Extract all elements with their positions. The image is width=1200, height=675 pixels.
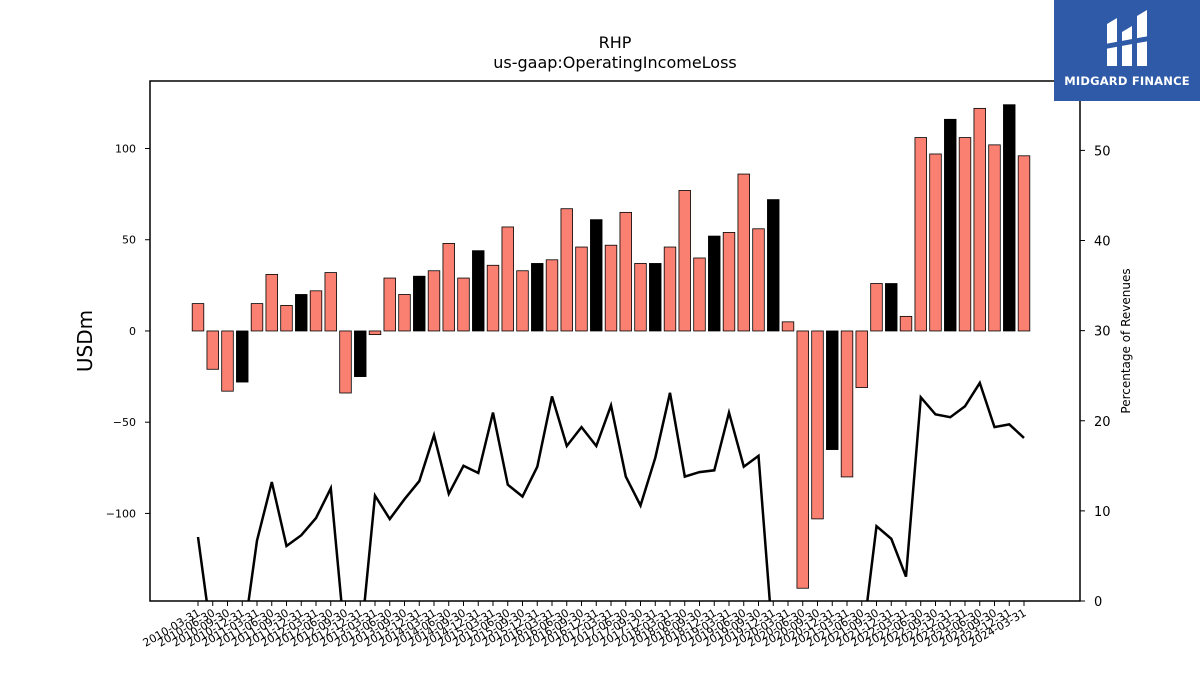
bar-2013-03-31: [368, 330, 382, 336]
bar-2010-06-30: [206, 330, 219, 370]
bar-2018-03-31: [663, 246, 677, 332]
bar-2016-12-31: [590, 219, 603, 332]
y2-tick-label: 50: [1094, 144, 1111, 159]
y-tick-label: 50: [122, 234, 136, 247]
midgard-finance-logo-icon: [1105, 10, 1149, 66]
bar-2023-03-31: [958, 137, 972, 332]
plot-area: −100−50050100010203040502010-03-312010-0…: [106, 80, 1111, 650]
bar-2015-03-31: [486, 264, 500, 332]
bar-2018-09-30: [693, 257, 706, 332]
bar-2013-06-30: [383, 277, 396, 332]
bar-2019-06-30: [737, 173, 750, 332]
bar-2010-09-30: [221, 330, 234, 392]
bar-2015-06-30: [501, 226, 514, 332]
bar-2020-12-31: [826, 330, 839, 450]
bar-2013-12-31: [413, 275, 426, 332]
bar-2022-06-30: [914, 137, 927, 332]
bar-2017-06-30: [619, 211, 632, 332]
bar-2015-09-30: [516, 270, 529, 332]
bar-2014-12-31: [472, 250, 485, 332]
brand-name: MIDGARD FINANCE: [1064, 74, 1190, 88]
bar-2017-12-31: [649, 263, 662, 332]
bar-2023-06-30: [973, 107, 986, 332]
y2-axis-label: Percentage of Revenues: [1119, 268, 1133, 413]
bar-2019-12-31: [767, 199, 780, 332]
bar-2023-12-31: [1003, 104, 1016, 332]
bar-2021-06-30: [855, 330, 868, 388]
bar-2020-09-30: [811, 330, 824, 520]
bar-2021-09-30: [870, 283, 883, 332]
plot-frame: [149, 80, 1081, 602]
bar-2011-09-30: [280, 305, 293, 332]
bar-2020-06-30: [796, 330, 809, 589]
bar-2012-03-31: [309, 290, 323, 332]
y-tick-label: −50: [113, 416, 136, 429]
bar-2010-03-31: [191, 303, 205, 332]
bar-2012-06-30: [324, 272, 337, 332]
bar-2014-03-31: [427, 270, 441, 332]
bar-2019-03-31: [722, 232, 736, 332]
y2-tick-label: 30: [1094, 325, 1111, 340]
y-tick-label: −100: [106, 507, 136, 520]
bar-2021-12-31: [885, 283, 898, 332]
bar-2014-06-30: [442, 242, 455, 332]
y2-tick-label: 20: [1094, 415, 1111, 430]
bar-2011-12-31: [295, 294, 308, 332]
bar-2010-12-31: [236, 330, 249, 383]
bar-2016-06-30: [560, 208, 573, 332]
brand-logo: MIDGARD FINANCE: [1054, 0, 1200, 101]
bar-2018-06-30: [678, 190, 691, 332]
bar-2020-03-31: [781, 321, 795, 332]
bar-2016-09-30: [575, 246, 588, 332]
y-tick-label: 100: [115, 143, 136, 156]
bar-2018-12-31: [708, 235, 721, 332]
chart-title: RHP: [599, 33, 632, 52]
y2-tick-label: 0: [1094, 595, 1102, 610]
bar-2016-03-31: [545, 259, 559, 332]
y2-tick-label: 10: [1094, 505, 1111, 520]
y-tick-label: 0: [129, 325, 136, 338]
chart-subtitle: us-gaap:OperatingIncomeLoss: [493, 53, 737, 72]
bar-2022-12-31: [944, 118, 957, 332]
bar-2021-03-31: [840, 330, 854, 478]
bar-2024-03-31: [1017, 155, 1031, 332]
y-axis-label: USDm: [73, 310, 97, 372]
percentage-line: [196, 380, 1025, 601]
bar-2019-09-30: [752, 228, 765, 332]
bar-2023-09-30: [988, 144, 1001, 332]
bar-2012-09-30: [339, 330, 352, 394]
bar-2017-03-31: [604, 244, 618, 332]
bar-2011-06-30: [265, 274, 278, 332]
bar-2022-09-30: [929, 153, 942, 332]
bar-2011-03-31: [250, 303, 264, 332]
bar-2015-12-31: [531, 263, 544, 332]
bar-2014-09-30: [457, 277, 470, 332]
bar-2013-09-30: [398, 294, 411, 332]
bar-2017-09-30: [634, 263, 647, 332]
bar-2022-03-31: [899, 315, 913, 332]
y2-tick-label: 40: [1094, 235, 1111, 250]
bar-2012-12-31: [354, 330, 367, 377]
